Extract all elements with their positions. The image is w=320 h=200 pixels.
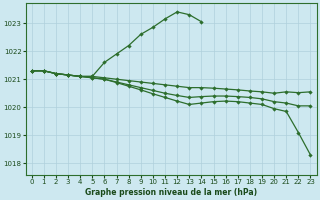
X-axis label: Graphe pression niveau de la mer (hPa): Graphe pression niveau de la mer (hPa) [85,188,257,197]
